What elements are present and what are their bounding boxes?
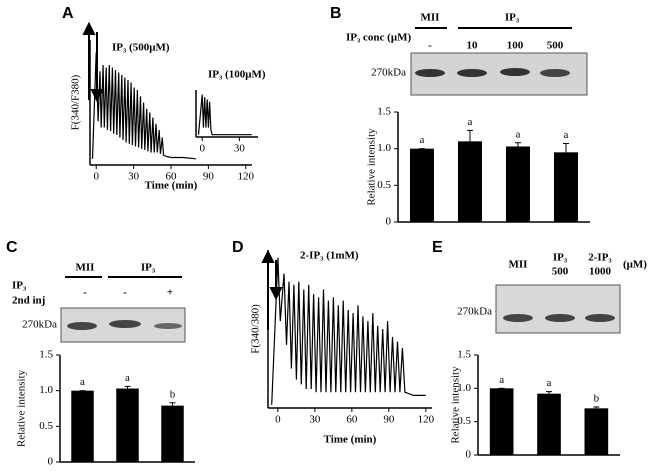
lane-label: - xyxy=(428,40,432,52)
y-axis-label: F(340/F380) xyxy=(70,74,82,130)
blot-header: MII xyxy=(76,262,95,274)
blot-header: MII xyxy=(421,12,440,24)
bar xyxy=(410,148,434,222)
error-bar xyxy=(169,402,176,406)
blot-row-label: IP₃ xyxy=(12,280,27,292)
chart-title: IP₃ (500μM) xyxy=(112,42,170,54)
lane-label: 1000 xyxy=(589,266,612,278)
error-bar xyxy=(124,385,131,389)
y-tick-label: 1.0 xyxy=(377,142,391,154)
trace xyxy=(91,52,196,160)
lane-label: 500 xyxy=(547,40,564,52)
panel-label: D xyxy=(232,239,244,256)
y-axis-label: Relative intensity xyxy=(450,366,462,444)
x-axis-label: Time (min) xyxy=(145,180,198,192)
panel-label: A xyxy=(62,5,74,22)
x-tick-label: 30 xyxy=(309,414,321,426)
significance-letter: a xyxy=(564,129,569,141)
bar xyxy=(584,408,609,455)
y-tick-label: 1.5 xyxy=(377,106,391,118)
blot-marker: 270kDa xyxy=(457,306,492,318)
panel-label: C xyxy=(6,239,18,256)
bar xyxy=(458,141,482,222)
error-bar xyxy=(467,129,473,142)
lane-label: MII xyxy=(509,259,528,271)
error-bar xyxy=(593,406,600,409)
panel-label: E xyxy=(432,239,443,256)
x-tick-label: 0 xyxy=(93,171,99,183)
trace xyxy=(197,94,252,136)
significance-letter: a xyxy=(499,374,504,386)
x-tick-label: 30 xyxy=(128,171,140,183)
x-tick-label: 90 xyxy=(203,171,215,183)
lane-label: 100 xyxy=(507,40,524,52)
y-tick-label: 0.5 xyxy=(39,420,53,432)
x-tick-label: 90 xyxy=(383,414,395,426)
blot-marker: 270kDa xyxy=(371,67,406,79)
blot-header: IP₃ xyxy=(141,262,156,274)
significance-letter: b xyxy=(594,393,600,405)
significance-letter: a xyxy=(125,372,130,384)
x-axis-label: Time (min) xyxy=(324,434,377,446)
significance-letter: a xyxy=(80,376,85,388)
blot-image xyxy=(495,284,621,334)
blot-row-label: 2nd inj xyxy=(12,295,45,307)
bar xyxy=(161,405,184,462)
lane-label: + xyxy=(167,287,173,299)
x-tick-label: 60 xyxy=(166,171,178,183)
blot-image xyxy=(410,52,588,96)
error-bar xyxy=(515,142,521,147)
blot-row-label: IP₃ conc (μM) xyxy=(346,32,411,44)
lane-label: IP₃ xyxy=(553,252,568,264)
bar xyxy=(71,390,94,462)
y-tick-label: 0 xyxy=(386,216,392,228)
y-axis-label: Relative intensity xyxy=(366,128,378,206)
x-tick-label: 120 xyxy=(238,171,255,183)
x-tick-label: 0 xyxy=(199,143,205,155)
unit-label: (μM) xyxy=(623,259,647,271)
x-tick-label: 30 xyxy=(234,143,246,155)
y-tick-label: 1.5 xyxy=(39,349,53,361)
lane-label: 500 xyxy=(552,266,569,278)
chart-title: 2-IP₃ (1mM) xyxy=(300,250,359,262)
bar xyxy=(537,393,561,455)
x-tick-label: 60 xyxy=(346,414,358,426)
y-tick-label: 0.5 xyxy=(377,179,391,191)
blot-image xyxy=(60,307,186,343)
significance-letter: a xyxy=(420,134,425,146)
trace xyxy=(271,257,426,405)
y-axis-label: Relative intensity xyxy=(16,369,28,447)
chart-title: IP₃ (100μM) xyxy=(208,69,266,81)
significance-letter: a xyxy=(516,128,521,140)
bar xyxy=(116,388,139,462)
bar xyxy=(506,146,530,222)
error-bar xyxy=(546,391,552,394)
error-bar xyxy=(563,143,569,153)
bar xyxy=(554,152,578,222)
y-tick-label: 0 xyxy=(48,456,54,468)
lane-label: - xyxy=(123,287,127,299)
y-tick-label: 0 xyxy=(466,449,472,461)
lane-label: - xyxy=(83,287,87,299)
significance-letter: a xyxy=(547,377,552,389)
y-tick-label: 1.5 xyxy=(457,349,471,361)
y-tick-label: 1.0 xyxy=(457,382,471,394)
significance-letter: b xyxy=(170,388,176,400)
y-axis-label: F(340/380) xyxy=(250,304,262,354)
panel-label: B xyxy=(330,5,342,22)
bar xyxy=(489,388,514,455)
x-tick-label: 0 xyxy=(275,414,281,426)
lane-label: 2-IP₃ xyxy=(588,252,612,264)
x-tick-label: 120 xyxy=(418,414,435,426)
y-tick-label: 0.5 xyxy=(457,415,471,427)
significance-letter: a xyxy=(468,116,473,128)
lane-label: 10 xyxy=(467,40,479,52)
blot-header: IP₃ xyxy=(505,12,520,24)
blot-marker: 270kDa xyxy=(22,319,57,331)
y-tick-label: 1.0 xyxy=(39,384,53,396)
